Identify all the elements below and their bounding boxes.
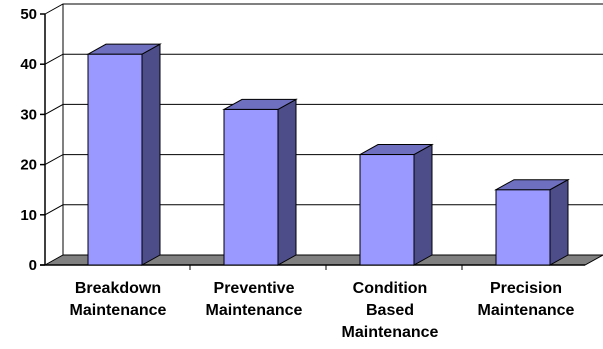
bar-top — [358, 144, 434, 156]
bar-side — [277, 98, 297, 266]
bar — [358, 143, 434, 266]
x-category-label: Condition Based Maintenance — [342, 280, 439, 341]
x-category-label-line: Preventive — [214, 280, 295, 297]
x-category-label-line: Maintenance — [478, 302, 575, 319]
x-category-label-line: Breakdown — [75, 280, 161, 297]
y-tick-label: 50 — [20, 6, 37, 23]
x-category-label: Breakdown Maintenance — [70, 280, 167, 319]
x-category-label-line: Maintenance — [342, 324, 439, 341]
bar-side — [141, 43, 161, 266]
x-category-label: Preventive Maintenance — [206, 280, 303, 319]
x-category-label-line: Condition — [353, 280, 428, 297]
bar-top — [494, 179, 570, 191]
y-tick-label: 40 — [20, 56, 37, 73]
bar — [86, 43, 162, 266]
y-tick-label: 20 — [20, 157, 37, 174]
x-category-label-line: Based — [366, 302, 414, 319]
y-tick-labels: 0 10 20 30 40 50 — [20, 6, 37, 274]
y-tick-label: 30 — [20, 106, 37, 123]
bar — [494, 178, 570, 266]
x-category-labels: Breakdown Maintenance Preventive Maintenanc… — [70, 280, 575, 341]
bar-top — [86, 43, 162, 55]
y-tick-label: 0 — [29, 257, 37, 274]
bar — [222, 98, 298, 266]
y-tick-label: 10 — [20, 207, 37, 224]
x-category-label-line: Precision — [490, 280, 562, 297]
x-category-label-line: Maintenance — [70, 302, 167, 319]
bars — [86, 43, 570, 266]
bar-side — [549, 178, 569, 266]
x-category-label-line: Maintenance — [206, 302, 303, 319]
bar-front — [359, 154, 415, 266]
bar-front — [223, 108, 279, 266]
x-category-label: Precision Maintenance — [478, 280, 575, 319]
bar-front — [87, 53, 143, 266]
bar-front — [495, 189, 551, 266]
bar-top — [222, 98, 298, 110]
gridline — [44, 3, 603, 15]
bar-side — [413, 143, 433, 266]
